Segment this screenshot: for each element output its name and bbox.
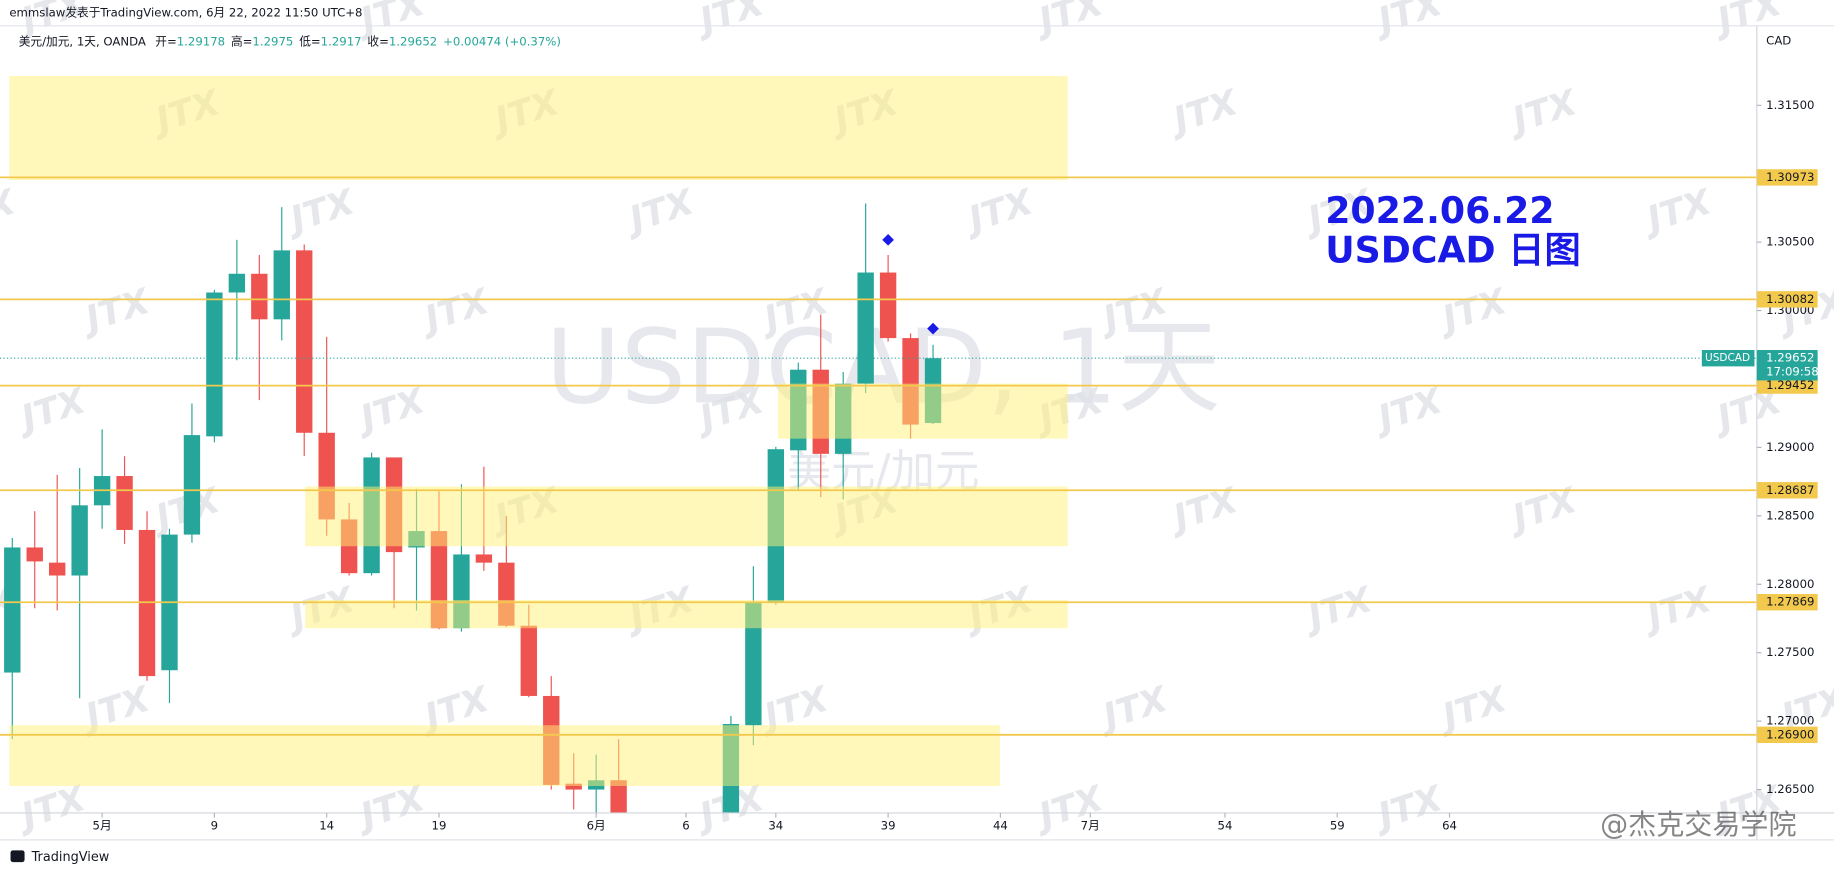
symbol-info: 美元/加元, 1天, OANDA [19,35,146,49]
brand-logo [10,850,25,863]
y-tick-label: 1.29000 [1766,440,1814,454]
last-price-name-box [1701,350,1755,367]
candle-body [475,554,493,563]
level-label-box [1756,726,1818,744]
candle-body [116,476,133,530]
x-tick-label: 44 [993,818,1008,832]
change: +0.00474 (+0.37%) [443,35,561,49]
y-tick-label: 1.27000 [1766,714,1814,728]
level-label: 1.28687 [1766,483,1814,497]
level-label-box [1756,291,1818,308]
level-label: 1.30082 [1766,292,1814,306]
last-price-label: 1.29652 [1766,351,1814,365]
zone [778,383,1068,439]
axes-layer: 1.315001.305001.300001.290001.285001.280… [93,98,1819,833]
ohlc-value: 1.29178 [177,35,225,49]
last-price-box [1756,350,1818,381]
candle-body [745,602,762,726]
candle-body [251,273,268,320]
x-tick-label: 6 [682,818,689,832]
level-label: 1.30973 [1766,170,1814,184]
ohlc-value: 1.29652 [389,35,437,49]
x-tick-label: 34 [768,818,783,832]
last-price-name: USDCAD [1705,352,1750,364]
brand: TradingView [10,850,110,865]
candle-body [49,562,66,576]
level-label: 1.27869 [1766,595,1814,609]
candle-body [273,250,290,320]
ohlc-label: 高= [231,35,252,49]
x-tick-label: 54 [1218,818,1233,832]
candle-body [610,780,627,813]
x-tick-label: 64 [1442,818,1457,832]
header: emmslaw发表于TradingView.com, 6月 22, 2022 1… [9,5,362,19]
ohlc-value: 1.2917 [321,35,362,49]
candle-body [520,625,537,696]
zone [305,600,1068,629]
candle-body [296,250,313,433]
level-label-box [1756,377,1818,394]
y-tick-label: 1.28000 [1766,577,1814,591]
y-tick-label: 1.28500 [1766,508,1814,522]
zone [9,76,1068,181]
candle-body [879,272,897,339]
y-tick-label: 1.30500 [1766,235,1814,249]
candle-body [228,273,246,293]
level-label: 1.29452 [1766,378,1814,392]
x-tick-label: 14 [319,818,334,832]
level-label-box [1756,169,1818,186]
countdown: 17:09:58 [1766,365,1819,379]
annotation: USDCAD 日图 [1325,229,1581,272]
annotation: 2022.06.22 [1325,189,1554,232]
x-tick-label: 9 [211,818,218,832]
ohlc-value: 1.2975 [252,35,293,49]
marker [882,233,894,246]
level-label-box [1756,594,1818,611]
candle-body [565,783,582,790]
candle-body [183,435,201,535]
y-tick-label: 1.31500 [1766,98,1814,112]
x-tick-label: 19 [432,818,447,832]
y-tick-label: 1.27500 [1766,645,1814,659]
level-label: 1.26900 [1766,727,1814,741]
x-tick-label: 5月 [93,818,112,832]
level-label-box [1756,482,1818,499]
x-tick-label: 6月 [587,818,606,832]
currency-label: CAD [1766,33,1791,47]
x-tick-label: 39 [881,818,896,832]
signature: @杰克交易学院 [1600,808,1796,841]
marker [927,322,939,335]
candle-body [4,547,21,673]
ohlc-label: 开= [155,35,176,49]
ohlc-label: 低= [299,35,320,49]
x-tick-label: 7月 [1081,818,1100,832]
candle-body [206,292,223,437]
brand-name: TradingView [31,850,110,865]
legend: 美元/加元, 1天, OANDA 开= 1.29178 高= 1.2975 低= 1.291… [19,35,561,49]
candle-body [26,547,43,562]
candle-body [857,272,874,384]
plot-area [0,76,1757,813]
x-tick-label: 59 [1330,818,1345,832]
candle-body [71,505,88,576]
zone [305,486,1068,547]
ohlc-label: 收= [367,35,388,49]
y-tick-label: 1.26500 [1766,782,1814,796]
